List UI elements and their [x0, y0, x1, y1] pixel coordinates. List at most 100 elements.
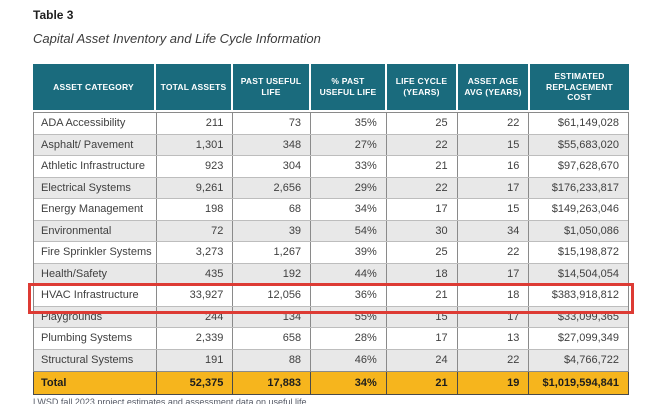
table-row: Health/Safety 435 192 44% 18 17 $14,504,… [34, 263, 628, 285]
replacement-cost-cell: $33,099,365 [557, 310, 619, 323]
table-number-title: Table 3 [33, 8, 74, 22]
table-row: Asphalt/ Pavement 1,301 348 27% 22 15 $5… [34, 134, 628, 156]
past-useful-life-cell: 73 [233, 113, 312, 134]
category-cell: Structural Systems [34, 349, 157, 371]
asset-age-cell: 18 [458, 285, 530, 306]
table-row: Energy Management 198 68 34% 17 15 $149,… [34, 199, 628, 221]
life-cycle-cell: 22 [387, 134, 458, 155]
replacement-cost-cell: $97,628,670 [557, 160, 619, 173]
header-pct-past-useful-life: % PAST USEFUL LIFE [311, 64, 387, 110]
past-useful-life-cell: 658 [233, 328, 312, 349]
asset-age-cell: 17 [458, 177, 530, 198]
category-cell: ADA Accessibility [34, 113, 157, 134]
total-assets-cell: 435 [157, 263, 234, 284]
life-cycle-cell: 22 [387, 177, 458, 198]
category-cell: Plumbing Systems [34, 328, 157, 349]
category-cell: Athletic Infrastructure [34, 156, 157, 177]
replacement-cost-cell: $14,504,054 [557, 267, 619, 280]
category-cell: Playgrounds [34, 306, 157, 327]
total-assets-cell: 52,375 [157, 372, 234, 394]
category-cell: HVAC Infrastructure [34, 285, 157, 306]
past-useful-life-cell: 134 [233, 306, 312, 327]
replacement-cost-cell: $383,918,812 [551, 289, 619, 302]
total-assets-cell: 2,339 [157, 328, 234, 349]
total-assets-cell: 1,301 [157, 134, 234, 155]
total-assets-cell: 191 [157, 349, 234, 371]
table-row: Fire Sprinkler Systems 3,273 1,267 39% 2… [34, 242, 628, 264]
total-assets-cell: 923 [157, 156, 234, 177]
total-assets-cell: 9,261 [157, 177, 234, 198]
asset-age-cell: 15 [458, 199, 530, 220]
life-cycle-cell: 18 [387, 263, 458, 284]
life-cycle-cell: 21 [387, 156, 458, 177]
past-useful-life-cell: 192 [233, 263, 312, 284]
replacement-cost-cell: $27,099,349 [557, 332, 619, 345]
life-cycle-cell: 30 [387, 220, 458, 241]
past-useful-life-cell: 1,267 [233, 242, 312, 263]
life-cycle-cell: 17 [387, 199, 458, 220]
category-cell: Fire Sprinkler Systems [34, 242, 157, 263]
asset-age-cell: 34 [458, 220, 530, 241]
table-header-row: ASSET CATEGORY TOTAL ASSETS PAST USEFUL … [33, 64, 629, 110]
total-pct-past-useful-life-cell: 34% [311, 372, 387, 394]
header-past-useful-life: PAST USEFUL LIFE [233, 64, 311, 110]
table-row: ADA Accessibility 211 73 35% 25 22 $61,1… [34, 113, 628, 135]
total-life-cycle-cell: 21 [387, 372, 458, 394]
total-past-useful-life-cell: 17,883 [233, 372, 312, 394]
total-assets-cell: 198 [157, 199, 234, 220]
replacement-cost-cell: $55,683,020 [557, 138, 619, 151]
past-useful-life-cell: 39 [233, 220, 312, 241]
pct-past-useful-life-cell: 46% [311, 349, 387, 371]
asset-age-cell: 13 [458, 328, 530, 349]
replacement-cost-cell: $1,050,086 [563, 224, 619, 237]
past-useful-life-cell: 12,056 [233, 285, 312, 306]
asset-inventory-table: ASSET CATEGORY TOTAL ASSETS PAST USEFUL … [33, 64, 629, 395]
total-label-cell: Total [34, 372, 157, 394]
total-assets-cell: 33,927 [157, 285, 234, 306]
life-cycle-cell: 25 [387, 242, 458, 263]
table-body: ADA Accessibility 211 73 35% 25 22 $61,1… [33, 112, 629, 372]
header-asset-category: ASSET CATEGORY [33, 64, 156, 110]
past-useful-life-cell: 304 [233, 156, 312, 177]
past-useful-life-cell: 348 [233, 134, 312, 155]
replacement-cost-cell: $176,233,817 [551, 181, 619, 194]
asset-age-cell: 16 [458, 156, 530, 177]
asset-age-cell: 17 [458, 306, 530, 327]
replacement-cost-cell: $149,263,046 [551, 203, 619, 216]
total-assets-cell: 3,273 [157, 242, 234, 263]
replacement-cost-cell: $15,198,872 [557, 246, 619, 259]
life-cycle-cell: 24 [387, 349, 458, 371]
table-subtitle: Capital Asset Inventory and Life Cycle I… [33, 31, 321, 46]
asset-age-cell: 22 [458, 113, 530, 134]
total-row: Total 52,375 17,883 34% 21 19 $1,019,594… [33, 372, 629, 395]
pct-past-useful-life-cell: 36% [311, 285, 387, 306]
total-assets-cell: 244 [157, 306, 234, 327]
header-life-cycle: LIFE CYCLE (YEARS) [387, 64, 458, 110]
header-asset-age-avg: ASSET AGE AVG (YEARS) [458, 64, 530, 110]
pct-past-useful-life-cell: 55% [311, 306, 387, 327]
pct-past-useful-life-cell: 44% [311, 263, 387, 284]
category-cell: Energy Management [34, 199, 157, 220]
pct-past-useful-life-cell: 54% [311, 220, 387, 241]
total-asset-age-cell: 19 [458, 372, 530, 394]
pct-past-useful-life-cell: 28% [311, 328, 387, 349]
asset-age-cell: 17 [458, 263, 530, 284]
table-row: Athletic Infrastructure 923 304 33% 21 1… [34, 156, 628, 178]
table-row: Environmental 72 39 54% 30 34 $1,050,086 [34, 220, 628, 242]
asset-age-cell: 22 [458, 349, 530, 371]
header-estimated-replacement-cost: ESTIMATED REPLACEMENT COST [530, 64, 629, 110]
category-cell: Health/Safety [34, 263, 157, 284]
asset-age-cell: 15 [458, 134, 530, 155]
asset-age-cell: 22 [458, 242, 530, 263]
life-cycle-cell: 15 [387, 306, 458, 327]
pct-past-useful-life-cell: 33% [311, 156, 387, 177]
table-row: Electrical Systems 9,261 2,656 29% 22 17… [34, 177, 628, 199]
header-total-assets: TOTAL ASSETS [156, 64, 233, 110]
category-cell: Asphalt/ Pavement [34, 134, 157, 155]
table-row: Structural Systems 191 88 46% 24 22 $4,7… [34, 349, 628, 371]
pct-past-useful-life-cell: 35% [311, 113, 387, 134]
category-cell: Electrical Systems [34, 177, 157, 198]
replacement-cost-cell: $4,766,722 [563, 354, 619, 367]
category-cell: Environmental [34, 220, 157, 241]
